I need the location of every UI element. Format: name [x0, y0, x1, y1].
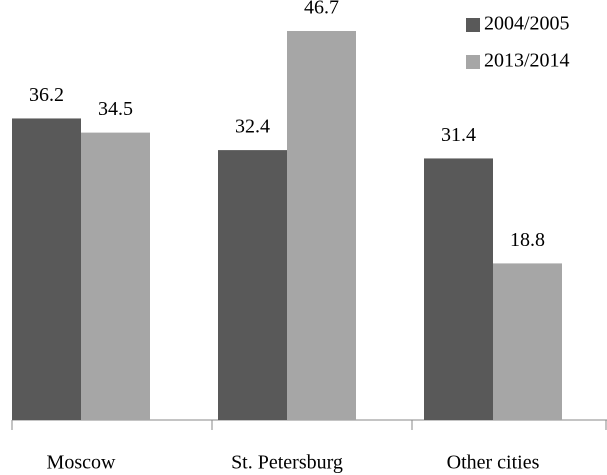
data-label: 34.5 — [98, 98, 133, 120]
bar — [12, 118, 81, 420]
data-label: 18.8 — [510, 229, 545, 251]
bar — [424, 158, 493, 421]
data-label: 46.7 — [304, 0, 339, 19]
data-label: 31.4 — [441, 124, 476, 146]
bar — [81, 132, 150, 421]
x-tick-label: Other cities — [447, 452, 540, 474]
legend-label: 2004/2005 — [484, 13, 570, 35]
bar — [287, 30, 356, 420]
legend-label: 2013/2014 — [484, 50, 570, 72]
x-tick-label: Moscow — [47, 452, 116, 474]
legend-swatch — [466, 18, 480, 32]
x-tick-label: St. Petersburg — [231, 452, 343, 474]
legend-swatch — [466, 55, 480, 69]
data-label: 32.4 — [235, 116, 270, 138]
bar — [493, 263, 562, 420]
data-label: 36.2 — [29, 84, 64, 106]
bar — [218, 150, 287, 420]
